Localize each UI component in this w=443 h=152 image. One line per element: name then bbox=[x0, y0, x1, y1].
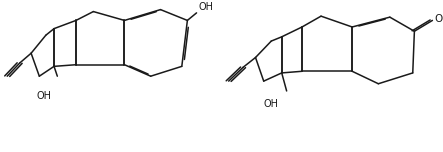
Text: OH: OH bbox=[37, 91, 52, 101]
Text: OH: OH bbox=[199, 2, 214, 12]
Text: O: O bbox=[435, 14, 443, 24]
Text: OH: OH bbox=[264, 99, 279, 109]
